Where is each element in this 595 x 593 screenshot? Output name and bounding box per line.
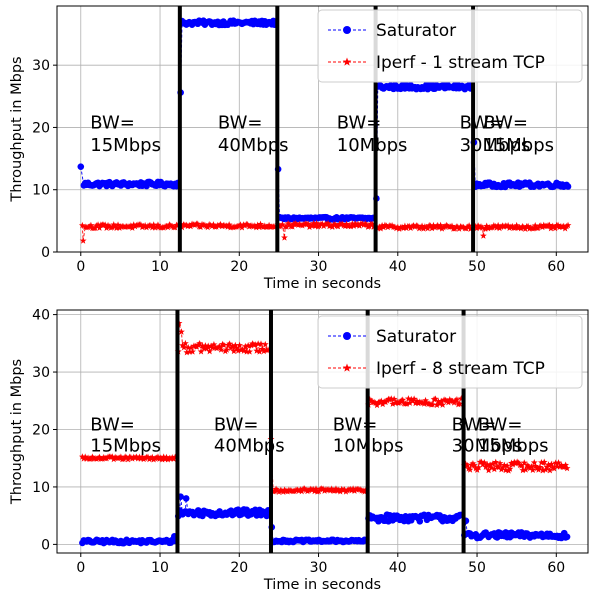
x-tick-label: 40: [389, 259, 407, 275]
bw-label-line2: 15Mbps: [90, 135, 161, 156]
x-axis-label: Time in seconds: [263, 577, 381, 593]
series-saturator: [79, 493, 570, 546]
bw-label-line1: BW=: [214, 415, 259, 436]
data-point: [77, 163, 84, 170]
bw-label-line1: BW=: [333, 415, 378, 436]
bw-label-line2: 10Mbps: [333, 435, 404, 456]
bw-label-line1: BW=: [90, 113, 135, 134]
data-point: [183, 495, 190, 502]
bw-label-line2: 40Mbps: [218, 135, 289, 156]
chart-1: 0 10 20 30 40 50 600102030Time in secondsThrou…: [9, 6, 588, 292]
x-axis-label: Time in seconds: [263, 276, 381, 292]
series-line: [278, 169, 374, 219]
x-tick-label: 60: [547, 259, 565, 275]
x-tick-label: 20: [230, 560, 248, 576]
bw-label-line1: BW=: [218, 113, 263, 134]
data-point: [480, 232, 487, 239]
legend: Saturator Iperf - 8 stream TCP: [318, 316, 582, 388]
bw-label-line2: 10Mbps: [337, 135, 408, 156]
x-tick-label: 30: [310, 259, 328, 275]
x-tick-label: 20: [230, 259, 248, 275]
y-tick-label: 10: [32, 183, 50, 199]
x-tick-label: 30: [310, 560, 328, 576]
bw-label-line1: BW=: [337, 113, 382, 134]
x-tick-label: 40: [389, 560, 407, 576]
bw-label-line2: 40Mbps: [214, 435, 285, 456]
legend-label: Iperf - 1 stream TCP: [376, 53, 545, 73]
y-axis-label: Throughput in Mbps: [9, 359, 25, 505]
x-tick-label: 10: [151, 560, 169, 576]
y-tick-label: 30: [32, 365, 50, 381]
bw-label-line1: BW=: [90, 415, 135, 436]
x-tick-label: 10: [151, 259, 169, 275]
x-tick-label: 60: [547, 560, 565, 576]
legend-label: Saturator: [376, 21, 456, 41]
bw-label-line2: 15Mbps: [90, 435, 161, 456]
series-line: [181, 21, 275, 93]
y-tick-label: 0: [41, 245, 50, 261]
x-tick-label: 0: [76, 560, 85, 576]
legend-marker-circle: [343, 332, 351, 340]
data-point: [417, 518, 424, 525]
legend: Saturator Iperf - 1 stream TCP: [318, 10, 582, 82]
x-tick-label: 0: [76, 259, 85, 275]
bw-label-line2: 15Mbps: [483, 135, 554, 156]
series-iperf-1-stream-tcp: [79, 220, 572, 244]
bw-label-line2: 15Mbps: [478, 435, 549, 456]
y-tick-label: 40: [32, 308, 50, 324]
y-tick-label: 20: [32, 422, 50, 438]
bw-label-line1: BW=: [483, 113, 528, 134]
data-point: [281, 234, 288, 241]
bw-label-line1: BW=: [478, 415, 523, 436]
y-tick-label: 20: [32, 120, 50, 136]
x-tick-label: 50: [468, 560, 486, 576]
x-tick-label: 50: [468, 259, 486, 275]
y-tick-label: 0: [41, 537, 50, 553]
legend-marker-circle: [343, 26, 351, 34]
y-tick-label: 10: [32, 480, 50, 496]
legend-label: Saturator: [376, 327, 456, 347]
legend-label: Iperf - 8 stream TCP: [376, 359, 545, 379]
chart-2: 0 10 20 30 40 50 60 0 10 20 30 40 Time in seconds Thr…: [9, 308, 588, 593]
data-point: [564, 533, 571, 540]
y-tick-label: 30: [32, 58, 50, 74]
data-point: [565, 183, 572, 190]
y-axis-label: Throughput in Mbps: [9, 56, 25, 202]
